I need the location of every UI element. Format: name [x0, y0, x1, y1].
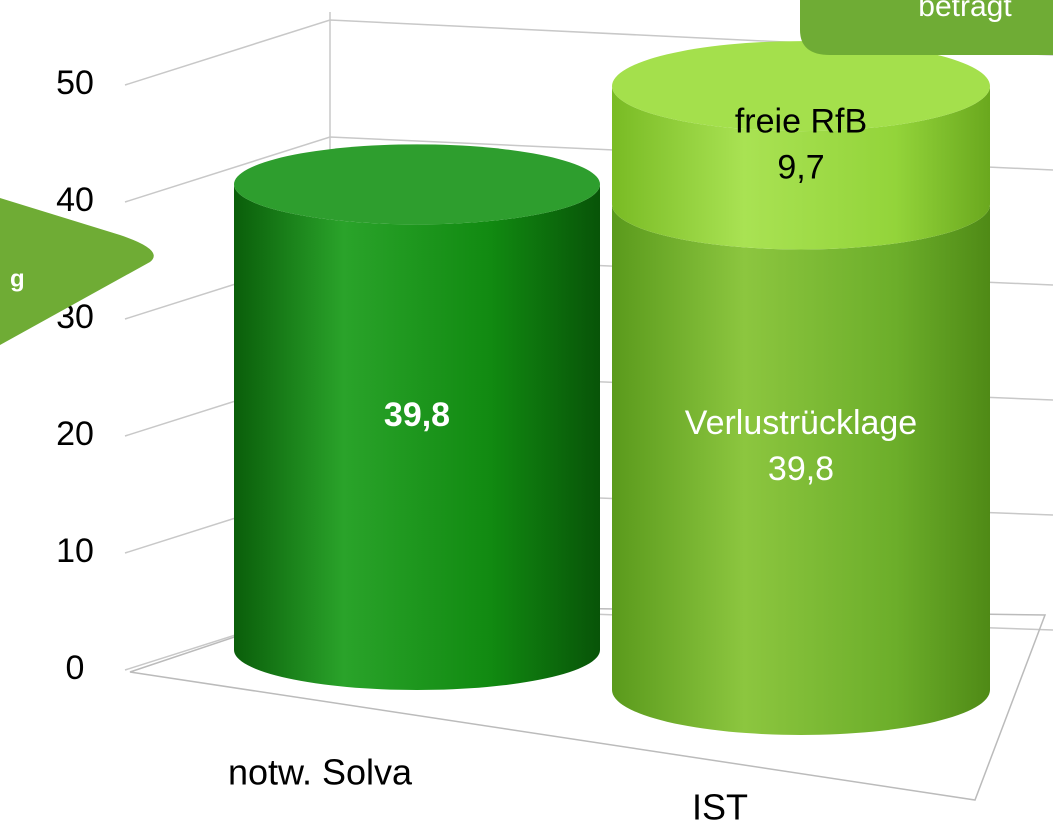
callout-arrow: [0, 198, 154, 345]
callout-text: g: [10, 265, 25, 292]
cylinder-top: [612, 41, 990, 132]
y-tick-label: 0: [66, 649, 85, 687]
y-tick-label: 40: [56, 181, 94, 219]
callouts: beträgt g: [0, 0, 1053, 345]
series-label: freie RfB: [735, 102, 867, 140]
cylinder-top: [234, 144, 600, 225]
cylinder-segment: [612, 204, 990, 735]
cylinder-segment: [612, 86, 990, 250]
y-tick-label: 20: [56, 415, 94, 453]
series-label: Verlustrücklage: [685, 404, 917, 442]
y-tick-label: 10: [56, 532, 94, 570]
y-tick-label: 50: [56, 64, 94, 102]
data-label: 9,7: [777, 148, 824, 186]
labels: notw. Solva 39,8 IST Verlustrücklage 39,8 fre…: [228, 102, 917, 827]
data-label: 39,8: [384, 396, 450, 434]
x-tick-label: IST: [692, 787, 748, 828]
x-tick-label: notw. Solva: [228, 752, 413, 793]
callout-text: beträgt: [918, 0, 1012, 23]
data-label: 39,8: [768, 450, 834, 488]
callout-box: [800, 0, 1053, 55]
cylinder-segment: [234, 184, 600, 690]
cylinders: [234, 41, 990, 735]
